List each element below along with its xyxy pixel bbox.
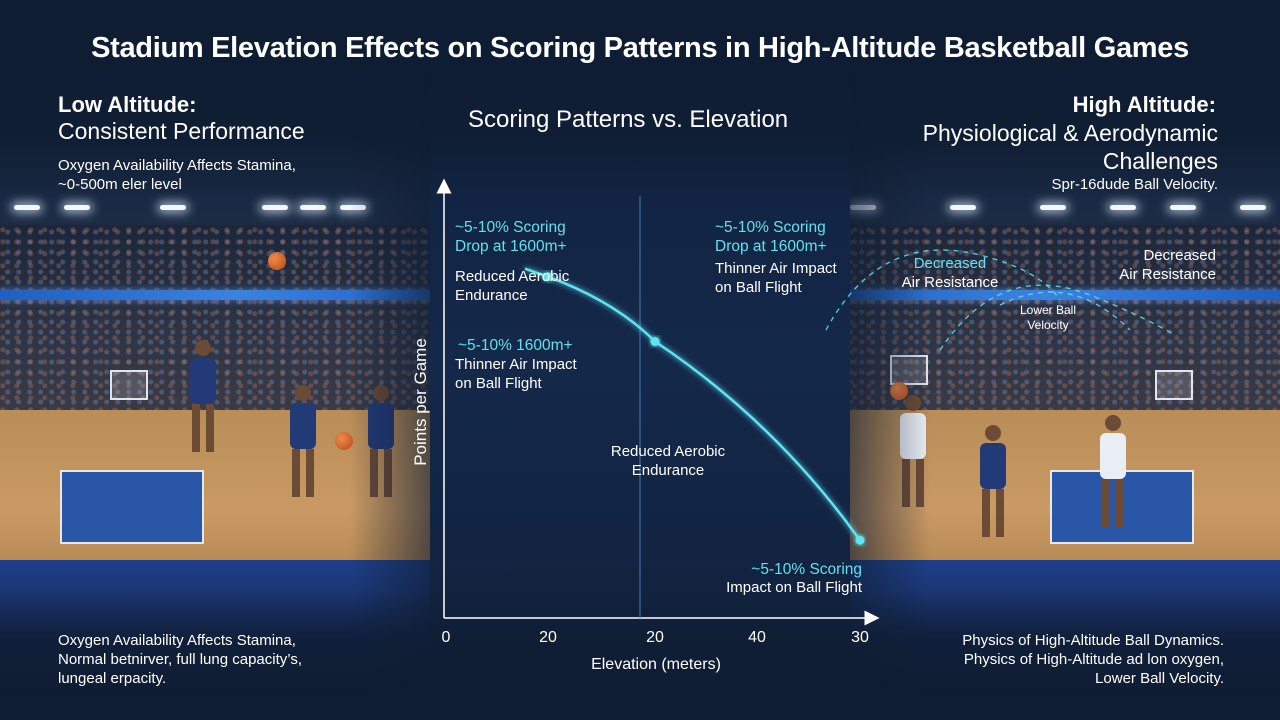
x-tick-label: 0 [442,629,451,646]
left-heading-label: Low Altitude: [58,92,197,117]
ball-trajectory [999,291,1131,331]
chart-annotation: Drop at 1600m+ [715,238,827,255]
arena-banner [0,290,470,300]
right-top-note: Spr-16dude Ball Velocity. [1051,176,1219,193]
chart-annotation: Thinner Air Impact [455,356,578,373]
chart-annotation: ~5-10% Scoring [715,219,826,236]
chart-annotation: Decreased [1143,247,1216,264]
ball-trajectory [825,249,1061,331]
x-tick-label: 20 [646,629,664,646]
chart-annotation: Reduced Aerobic [455,268,570,285]
basketball [268,252,286,270]
left-heading-subtitle: Consistent Performance [58,118,305,144]
player-figure [290,385,316,497]
arena-banner [810,290,1280,300]
data-point [543,272,553,282]
chart-annotation: Velocity [1027,318,1068,332]
page-title: Stadium Elevation Effects on Scoring Pat… [91,32,1189,64]
chart-annotation: on Ball Flight [455,375,543,392]
left-top-note: Oxygen Availability Affects Stamina, ~0-… [58,157,296,193]
player-figure [1100,415,1126,527]
chart-annotation: ~5-10% 1600m+ [458,337,573,354]
basketball [335,432,353,450]
chart-annotation: Lower Ball [1020,303,1076,317]
left-bottom-note: Oxygen Availability Affects Stamina, Nor… [58,632,302,687]
chart-annotation: Air Resistance [902,274,999,291]
right-bottom-note: Physics of High-Altitude Ball Dynamics. … [962,632,1224,687]
chart-annotation: Impact on Ball Flight [726,579,863,596]
y-axis-label: Points per Game [411,338,430,466]
chart-annotation: Decreased [914,255,987,272]
chart-annotation: Thinner Air Impact [715,260,838,277]
chart-annotation: Endurance [632,462,705,479]
chart-annotation: Reduced Aerobic [611,443,726,460]
right-heading-subtitle: Physiological & Aerodynamic Challenges [922,120,1218,174]
ball-trajectory-arcs [825,249,1176,351]
right-heading-label: High Altitude: [1072,92,1216,117]
chart-annotation: ~5-10% Scoring [455,219,566,236]
x-tick-label: 30 [851,629,869,646]
data-point [855,535,865,545]
x-axis-label: Elevation (meters) [591,656,721,673]
chart-annotation: Endurance [455,287,528,304]
basketball-hoop [1155,370,1193,400]
data-point [650,337,660,347]
chart-annotation: Air Resistance [1119,266,1216,283]
series-line [524,267,862,541]
court-key [60,470,204,544]
chart-annotation: on Ball Flight [715,279,803,296]
player-figure [190,340,216,452]
basketball-hoop [110,370,148,400]
chart-annotation: Drop at 1600m+ [455,238,567,255]
chart-annotation: ~5-10% Scoring [751,561,862,578]
ball-trajectory [939,284,1176,351]
chart-title: Scoring Patterns vs. Elevation [468,106,789,133]
player-figure [980,425,1006,537]
x-tick-label: 40 [748,629,766,646]
x-tick-label: 20 [539,629,557,646]
